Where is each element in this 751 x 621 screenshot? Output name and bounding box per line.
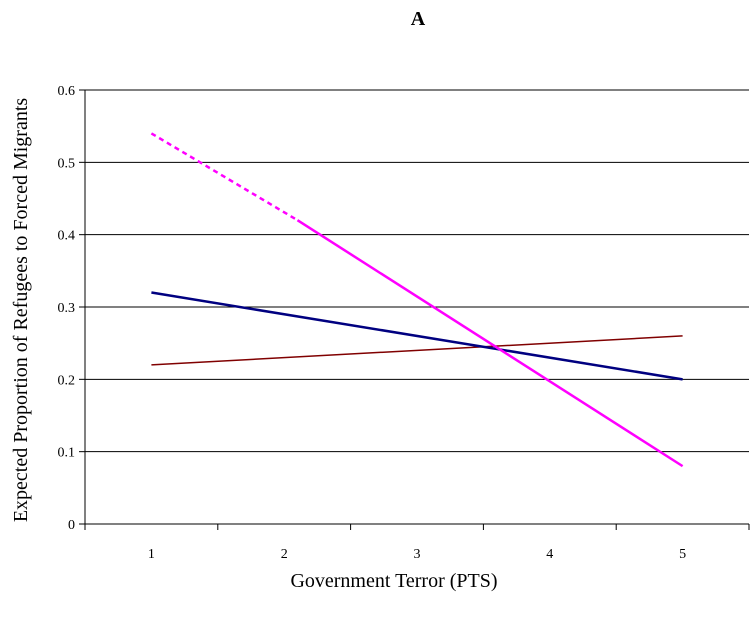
y-tick-label: 0.6 [58, 84, 76, 99]
gridlines [85, 89, 749, 453]
x-tick-label: 3 [414, 547, 421, 562]
x-axis-title: Government Terror (PTS) [290, 570, 497, 592]
series-line-0 [151, 335, 683, 366]
series-line-3 [296, 219, 684, 468]
chart-title: A [411, 8, 426, 30]
y-tick-label: 0.4 [58, 229, 76, 244]
x-tick-label: 4 [546, 547, 553, 562]
y-axis-title: Expected Proportion of Refugees to Force… [10, 98, 32, 523]
y-axis-ticks: 0 0.1 0.2 0.3 0.4 0.5 0.6 [58, 84, 85, 533]
x-tick-label: 2 [281, 547, 288, 562]
y-tick-label: 0.3 [58, 301, 76, 316]
x-axis-ticks: 1 2 3 4 5 [84, 524, 750, 562]
series-line-2 [150, 132, 299, 222]
x-tick-label: 1 [148, 547, 155, 562]
y-tick-label: 0 [68, 518, 75, 533]
series-line-1 [151, 291, 683, 381]
x-tick-label: 5 [679, 547, 686, 562]
y-tick-label: 0.1 [58, 446, 76, 461]
series-lines [150, 132, 684, 468]
y-tick-label: 0.2 [58, 373, 76, 388]
y-tick-label: 0.5 [58, 156, 76, 171]
